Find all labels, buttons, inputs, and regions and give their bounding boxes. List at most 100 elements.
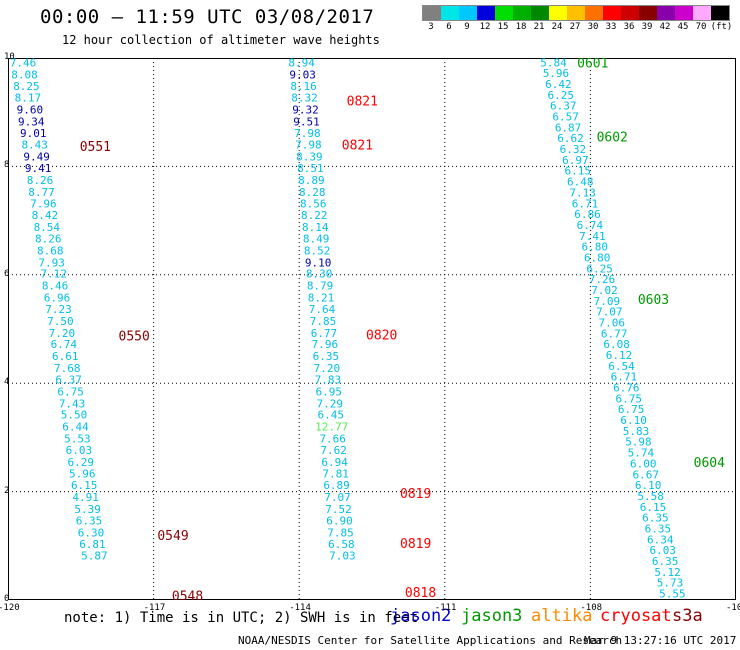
color-scale-swatch	[531, 6, 549, 20]
swh-value: 6.95	[316, 385, 343, 398]
color-scale-swatch	[477, 6, 495, 20]
color-scale-swatch	[549, 6, 567, 20]
color-scale-swatch	[693, 6, 711, 20]
swh-value: 6.62	[557, 132, 584, 145]
swh-value: 7.98	[294, 127, 321, 140]
color-scale-label: 3	[428, 22, 434, 32]
color-scale-swatch	[603, 6, 621, 20]
color-scale-swatch	[657, 6, 675, 20]
x-tick-label: -117	[143, 603, 166, 613]
swh-value: 7.46	[10, 58, 37, 69]
swh-value: 6.25	[586, 262, 613, 275]
swh-value: 7.85	[310, 315, 337, 328]
swh-value: 6.15	[565, 165, 592, 178]
swh-value: 6.03	[649, 544, 676, 557]
swh-value: 7.64	[309, 303, 336, 316]
color-scale-swatch	[495, 6, 513, 20]
swh-value: 6.10	[635, 479, 662, 492]
color-scale-label: 15	[497, 22, 509, 32]
swh-value: 6.61	[52, 350, 79, 363]
swh-value: 8.25	[13, 80, 40, 93]
swh-value: 8.22	[301, 209, 328, 222]
swh-value: 6.48	[567, 176, 594, 189]
color-scale-swatch	[639, 6, 657, 20]
color-scale-label: 70	[695, 22, 707, 32]
swh-value: 5.96	[543, 67, 570, 80]
swh-value: 6.58	[328, 538, 355, 551]
color-scale-label: 42	[659, 22, 671, 32]
pass-time-label: 0550	[119, 330, 150, 345]
swh-value: 7.02	[591, 284, 618, 297]
swh-value: 8.17	[15, 92, 42, 105]
swh-value: 6.37	[550, 100, 577, 113]
swh-value: 7.20	[49, 327, 76, 340]
pass-time-label: 0821	[347, 94, 378, 109]
swh-value: 6.37	[55, 373, 82, 386]
swh-value: 8.21	[308, 292, 335, 305]
swh-value: 6.35	[76, 514, 103, 527]
swh-value: 8.30	[306, 268, 333, 281]
altimeter-plot: 7.468.088.258.179.609.349.018.439.499.41…	[8, 58, 736, 600]
swh-value: 6.12	[606, 349, 633, 362]
swh-value: 7.52	[325, 503, 352, 516]
pass-time-label: 0604	[694, 456, 725, 471]
swh-value: 9.32	[292, 103, 319, 116]
swh-value: 6.35	[652, 555, 679, 568]
swh-value: 6.45	[317, 409, 344, 422]
swh-value: 7.29	[317, 397, 344, 410]
swh-value: 8.43	[21, 139, 48, 152]
swh-value: 8.49	[303, 232, 330, 245]
swh-value: 6.54	[608, 360, 635, 373]
color-scale-swatch	[711, 6, 729, 20]
swh-value: 5.53	[64, 432, 91, 445]
swh-value: 8.28	[299, 186, 326, 199]
swh-value: 8.46	[42, 280, 69, 293]
color-scale-label: 12	[479, 22, 491, 32]
pass-time-label: 0603	[638, 293, 669, 308]
color-scale-swatch	[567, 6, 585, 20]
swh-value: 6.42	[545, 78, 572, 91]
swh-value: 7.06	[599, 316, 626, 329]
swh-value: 6.89	[323, 479, 350, 492]
pass-time-label: 0819	[400, 537, 431, 552]
color-scale-label: 6	[446, 22, 452, 32]
color-scale-label: 39	[641, 22, 653, 32]
y-tick-label: 10	[4, 52, 15, 62]
color-scale-label: 33	[605, 22, 617, 32]
x-tick-label: -108	[580, 603, 603, 613]
swh-value: 6.30	[78, 526, 105, 539]
swh-value: 6.80	[582, 241, 609, 254]
swh-value: 6.29	[68, 456, 95, 469]
swh-value: 9.49	[23, 151, 50, 164]
swh-value: 9.41	[25, 162, 52, 175]
swh-value: 8.68	[37, 244, 64, 257]
swh-value: 6.32	[560, 143, 587, 156]
swh-value: 6.90	[326, 514, 353, 527]
swh-value: 6.08	[603, 338, 630, 351]
swh-value: 6.75	[615, 392, 642, 405]
swh-value: 7.07	[324, 491, 351, 504]
swh-value: 6.96	[44, 292, 71, 305]
swh-value: 8.77	[28, 186, 55, 199]
swh-value: 5.73	[657, 577, 684, 590]
swh-value: 8.42	[32, 209, 59, 222]
y-tick-label: 2	[4, 485, 10, 496]
swh-value: 4.91	[72, 491, 99, 504]
color-scale-labels: 3 6 9 12 15 18 21 24 27 30 33 36 39 42 45 70 (ft)	[422, 22, 732, 34]
swh-value: 6.44	[62, 421, 89, 434]
swh-value: 7.23	[45, 303, 72, 316]
color-scale-swatch	[675, 6, 693, 20]
pass-time-label: 0819	[400, 487, 431, 502]
swh-value: 7.09	[594, 295, 621, 308]
swh-value: 6.34	[647, 533, 674, 546]
swh-value: 9.10	[305, 256, 332, 269]
swh-value: 7.12	[40, 268, 67, 281]
swh-value: 8.26	[35, 232, 62, 245]
swh-value: 7.68	[54, 362, 81, 375]
swh-value: 7.43	[59, 397, 86, 410]
y-tick-label: 8	[4, 160, 10, 171]
swh-value: 7.03	[329, 550, 356, 563]
swh-value: 7.13	[569, 186, 596, 199]
swh-value: 8.94	[288, 58, 315, 69]
swh-value: 5.98	[625, 436, 652, 449]
